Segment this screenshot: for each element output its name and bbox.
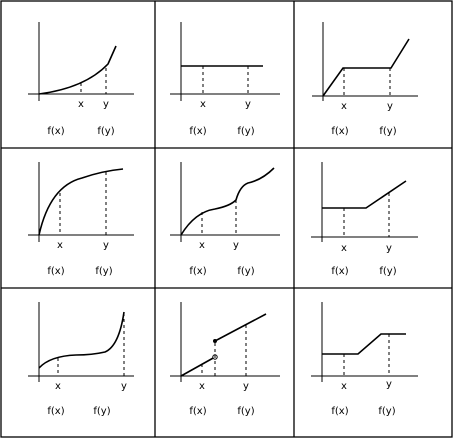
x-label: x [55,381,61,392]
function-curve [38,311,125,369]
x-label: x [199,381,205,392]
x-label: x [341,381,347,392]
function-curve [322,333,406,355]
fy-label: f(y) [379,126,396,137]
x-label: x [200,99,206,110]
closed-endpoint [213,339,217,343]
y-label: y [386,379,392,390]
fx-label: f(x) [47,406,64,417]
fy-label: f(y) [237,126,254,137]
panel-1: x y f(x) f(y) [28,22,134,137]
fy-label: f(y) [237,266,254,277]
fy-label: f(y) [237,406,254,417]
function-segment-lower [180,356,216,377]
fx-label: f(x) [47,266,64,277]
x-label: x [341,243,347,254]
fx-label: f(x) [189,406,206,417]
y-label: y [243,381,249,392]
panel-8: x y f(x) f(y) [170,302,280,417]
fx-label: f(x) [189,266,206,277]
fx-label: f(x) [331,406,348,417]
x-label: x [78,99,84,110]
panel-2: x y f(x) f(y) [170,22,280,137]
panel-7: x y f(x) f(y) [28,302,134,417]
y-label: y [121,381,127,392]
fx-label: f(x) [47,126,64,137]
function-curve [180,167,275,236]
function-curve [38,168,124,236]
y-label: y [103,99,109,110]
fy-label: f(y) [97,126,114,137]
panel-6: x y f(x) f(y) [311,162,418,277]
fy-label: f(y) [379,266,396,277]
panel-4: x y f(x) f(y) [28,162,134,277]
fx-label: f(x) [189,126,206,137]
y-label: y [233,240,239,251]
panel-9: x y f(x) f(y) [311,302,418,417]
panel-5: x y f(x) f(y) [170,162,280,277]
y-label: y [386,243,392,254]
y-label: y [387,101,393,112]
x-label: x [341,101,347,112]
x-label: x [57,240,63,251]
fx-label: f(x) [331,266,348,277]
function-curve [38,45,117,95]
panel-3: x y f(x) f(y) [312,22,418,137]
function-curve [322,38,410,97]
y-label: y [245,99,251,110]
function-curve [322,180,407,209]
fy-label: f(y) [378,406,395,417]
fy-label: f(y) [95,266,112,277]
function-segment-upper [214,313,267,342]
y-label: y [103,240,109,251]
fy-label: f(y) [93,406,110,417]
fx-label: f(x) [331,126,348,137]
x-label: x [199,240,205,251]
